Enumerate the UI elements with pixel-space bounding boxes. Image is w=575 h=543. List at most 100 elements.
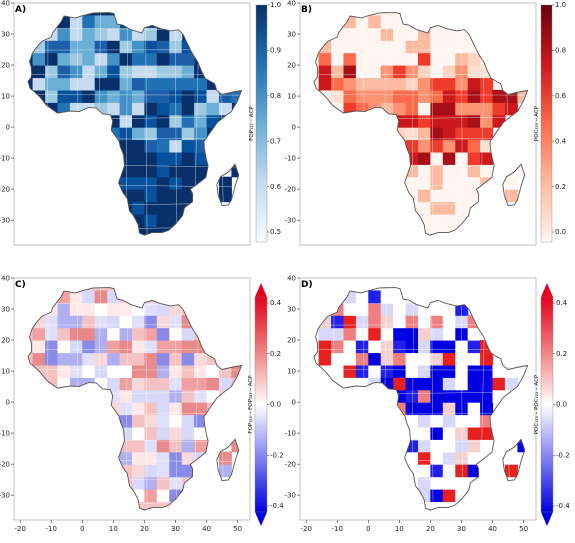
colorbar-tick-label: 0.4	[556, 299, 568, 307]
panel-A: 40 30 20 10 0 -10 -20 -30 A) 1.0 0.9 0.8 0.7 0.6 0.5 FO…	[0, 0, 282, 246]
y-tick-label: -20	[0, 461, 10, 469]
axes-frame	[13, 277, 251, 521]
region-fills	[314, 12, 528, 236]
region-border-line	[28, 12, 242, 13]
colorbar-gradient	[540, 4, 553, 243]
axes-frame	[13, 2, 251, 246]
colorbar-tick-label: 0.2	[556, 350, 567, 358]
x-tick-label: 10	[395, 525, 404, 533]
y-tick-label: -10	[0, 430, 10, 438]
y-tick-label: 10	[287, 367, 296, 375]
africa-coastline	[27, 12, 243, 236]
region-border-line	[311, 9, 313, 239]
region-border-line	[314, 226, 528, 231]
region-border-line	[314, 501, 528, 506]
colorbar-arrow-top	[255, 283, 267, 297]
region-border-line	[28, 287, 242, 288]
y-tick-label: 20	[1, 336, 10, 344]
panel-D: 40 30 20 10 0 -10 -20 -30 -20 -10 0 10 20 30 40 50 D) 0.4…	[285, 274, 571, 533]
region-border-line	[314, 287, 528, 288]
x-tick-label: -10	[332, 525, 343, 533]
region-fills	[28, 287, 242, 511]
panel-C: 40 30 20 10 0 -10 -20 -30 -20 -10 0 10 20 30 40 50 C) 0.4…	[0, 274, 284, 533]
colorbar-tick-label: -0.2	[556, 451, 570, 459]
y-tick-label: 40	[1, 274, 10, 282]
colorbar-label: POC₁₂₃ – ACP	[534, 105, 540, 141]
y-tick-label: 0	[292, 124, 296, 132]
region-border-line	[311, 284, 313, 514]
y-tick-label: -30	[285, 217, 296, 225]
madagascar-coastline	[502, 163, 526, 207]
y-tick-label: 10	[287, 92, 296, 100]
region-border-line	[25, 9, 27, 239]
region-border-line	[28, 501, 242, 506]
colorbar-tick-label: 0.4	[270, 299, 282, 307]
panel-label: A)	[15, 5, 26, 15]
y-tick-label: 40	[287, 0, 296, 7]
region-border-line	[431, 287, 434, 511]
x-tick-label: 50	[233, 525, 242, 533]
region-border-line	[145, 287, 148, 511]
panel-label: B)	[301, 5, 312, 15]
x-tick-label: 30	[457, 525, 466, 533]
colorbar-gradient	[254, 296, 268, 513]
africa-coastline	[27, 287, 243, 511]
y-tick-label: -30	[0, 217, 10, 225]
colorbar-tick-label: 0.7	[270, 137, 281, 145]
panel-label: C)	[15, 280, 26, 290]
axes-frame	[299, 277, 537, 521]
x-tick-label: 20	[140, 525, 149, 533]
colorbar-tick-label: -0.2	[270, 451, 284, 459]
y-tick-label: 40	[1, 0, 10, 7]
y-tick-label: 20	[1, 61, 10, 69]
y-tick-label: -30	[285, 492, 296, 500]
region-border-line	[175, 12, 177, 236]
region-border-line	[461, 287, 463, 511]
y-tick-label: 0	[292, 399, 296, 407]
x-tick-label: 50	[519, 525, 528, 533]
x-tick-label: -10	[46, 525, 57, 533]
colorbar-tick-label: 0.2	[270, 350, 281, 358]
y-tick-label: 30	[287, 305, 296, 313]
panel-B: 40 30 20 10 0 -10 -20 -30 B) 1.0 0.8 0.6 0.4 0.2 0.0 PO…	[285, 0, 567, 246]
colorbar-tick-label: 1.0	[555, 1, 566, 9]
colorbar-tick-label: 0.6	[270, 183, 282, 191]
colorbar-label: POC₁₂₃ – POC₁₂₃ – ACP	[534, 374, 540, 434]
colorbar-tick-label: 0.5	[270, 228, 281, 236]
x-tick-label: 0	[366, 525, 370, 533]
colorbar-tick-label: 0.0	[556, 401, 567, 409]
colorbar-arrow-top	[541, 283, 553, 297]
y-tick-label: 30	[1, 305, 10, 313]
x-tick-label: 10	[109, 525, 118, 533]
y-tick-label: -20	[0, 186, 10, 194]
axes-frame	[299, 2, 537, 246]
y-tick-label: 40	[287, 274, 296, 282]
x-tick-label: 40	[202, 525, 211, 533]
y-tick-label: -30	[0, 492, 10, 500]
y-tick-label: 30	[1, 30, 10, 38]
region-border-line	[145, 12, 148, 236]
colorbar-tick-label: 0.6	[555, 92, 567, 100]
y-tick-label: -20	[285, 186, 296, 194]
region-fills	[28, 12, 242, 236]
y-tick-label: 0	[6, 124, 10, 132]
colorbar-arrow-bottom	[541, 512, 553, 526]
panel-label: D)	[301, 280, 313, 290]
region-border-line	[175, 287, 177, 511]
madagascar-coastline	[502, 438, 526, 482]
x-tick-label: -20	[300, 525, 311, 533]
x-tick-label: 0	[80, 525, 84, 533]
colorbar-tick-label: 0.4	[555, 137, 567, 145]
y-tick-label: -20	[285, 461, 296, 469]
region-fills	[314, 287, 528, 511]
y-tick-label: 10	[1, 92, 10, 100]
x-tick-label: 40	[488, 525, 497, 533]
region-border-line	[431, 12, 434, 236]
y-tick-label: -10	[285, 155, 296, 163]
region-border-line	[28, 226, 242, 231]
x-tick-label: 30	[171, 525, 180, 533]
colorbar-label: FOP₁₂₃ – ACP	[249, 106, 255, 141]
colorbar: 1.0 0.8 0.6 0.4 0.2 0.0 POC₁₂₃ – ACP	[534, 1, 567, 243]
y-tick-label: 20	[287, 336, 296, 344]
